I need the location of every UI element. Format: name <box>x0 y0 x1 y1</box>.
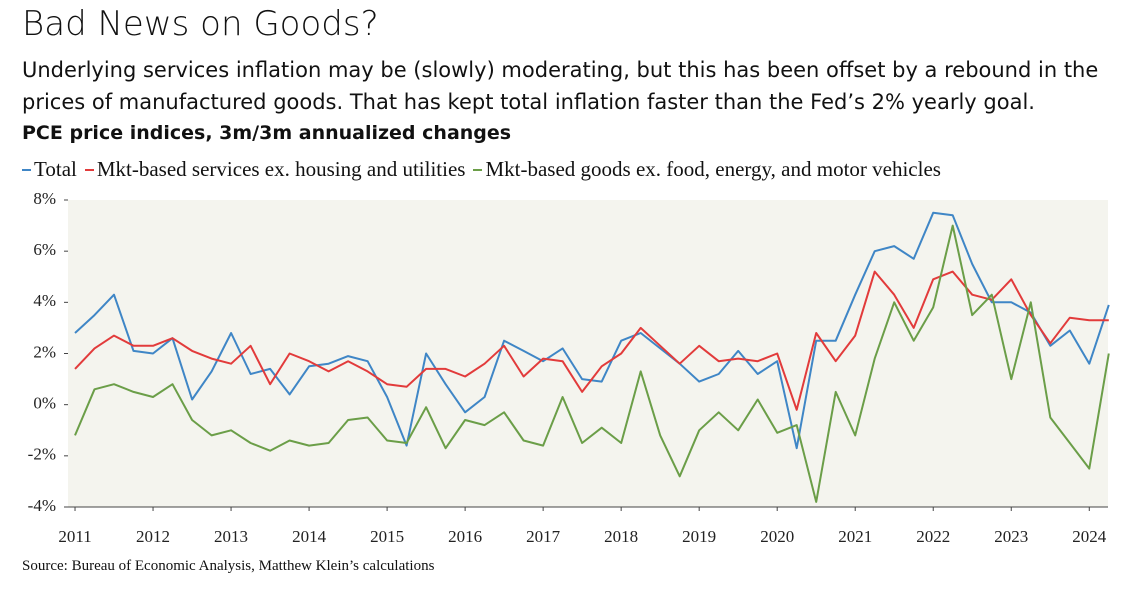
legend-label: Mkt-based goods ex. food, energy, and mo… <box>485 157 941 181</box>
x-tick-label: 2024 <box>1072 527 1107 546</box>
title: Bad News on Goods? <box>22 4 379 44</box>
y-tick-label: 2% <box>33 342 56 361</box>
x-tick-label: 2021 <box>838 527 872 546</box>
x-tick-label: 2013 <box>214 527 248 546</box>
x-tick-label: 2016 <box>448 527 482 546</box>
subtitle: Underlying services inflation may be (sl… <box>22 58 1099 114</box>
legend-swatch <box>22 168 31 171</box>
legend-swatch <box>473 168 483 171</box>
x-tick-label: 2018 <box>604 527 638 546</box>
y-tick-label: 0% <box>33 394 56 413</box>
x-tick-label: 2012 <box>136 527 170 546</box>
x-tick-label: 2015 <box>370 527 404 546</box>
legend: Total Mkt-based services ex. housing and … <box>22 157 941 182</box>
legend-item: Mkt-based goods ex. food, energy, and mo… <box>473 157 941 182</box>
legend-swatch <box>84 168 94 171</box>
series-line <box>74 224 1110 503</box>
legend-label: Mkt-based services ex. housing and utili… <box>96 157 466 181</box>
x-tick-label: 2017 <box>526 527 561 546</box>
legend-label: Total <box>34 157 77 181</box>
y-tick-label: 4% <box>33 291 56 310</box>
plot-background <box>68 200 1108 507</box>
chart-title: PCE price indices, 3m/3m annualized chan… <box>22 122 512 144</box>
x-tick-label: 2023 <box>994 527 1028 546</box>
legend-item: Total <box>22 157 77 182</box>
x-tick-label: 2014 <box>292 527 327 546</box>
y-tick-label: -2% <box>28 445 56 464</box>
y-tick-label: 8% <box>33 189 56 208</box>
series-line <box>74 270 1109 411</box>
x-tick-label: 2011 <box>58 527 91 546</box>
y-tick-label: -4% <box>28 496 56 515</box>
source: Source: Bureau of Economic Analysis, Mat… <box>22 558 435 574</box>
x-tick-label: 2020 <box>760 527 794 546</box>
x-tick-label: 2022 <box>916 527 950 546</box>
x-tick-label: 2019 <box>682 527 716 546</box>
legend-item: Mkt-based services ex. housing and utili… <box>84 157 466 182</box>
y-tick-label: 6% <box>33 240 56 259</box>
